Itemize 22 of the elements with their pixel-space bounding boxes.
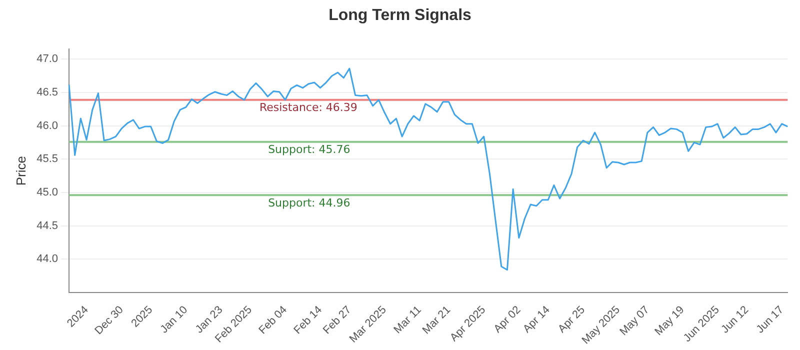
y-tick-label: 45.5: [36, 153, 58, 166]
ref-line-label: Resistance: 46.39: [259, 101, 358, 114]
y-tick-label: 44.5: [36, 220, 58, 232]
x-tick-label: Apr 25: [556, 304, 588, 336]
x-tick-label: Apr 14: [520, 304, 552, 336]
x-tick-label: Jun 12: [719, 304, 752, 336]
ref-line-label: Support: 44.96: [268, 196, 350, 210]
x-tick-label: Feb 27: [321, 304, 354, 337]
y-tick-label: 46.0: [36, 120, 58, 132]
chart-title: Long Term Signals: [328, 7, 472, 24]
x-tick-label: Jun 17: [754, 304, 786, 336]
x-tick-label: Apr 02: [492, 304, 524, 336]
x-tick-label: Dec 30: [92, 304, 126, 338]
y-tick-label: 46.5: [36, 86, 58, 99]
y-axis-title: Price: [13, 156, 28, 186]
y-tick-label: 47.0: [36, 53, 58, 66]
x-tick-label: May 07: [618, 304, 652, 338]
x-tick-label: Jan 10: [158, 304, 190, 336]
ref-line-label: Support: 45.76: [268, 143, 350, 156]
x-tick-label: Feb 04: [256, 304, 290, 337]
y-tick-label: 45.0: [36, 186, 58, 199]
y-tick-label: 44.0: [36, 253, 58, 266]
